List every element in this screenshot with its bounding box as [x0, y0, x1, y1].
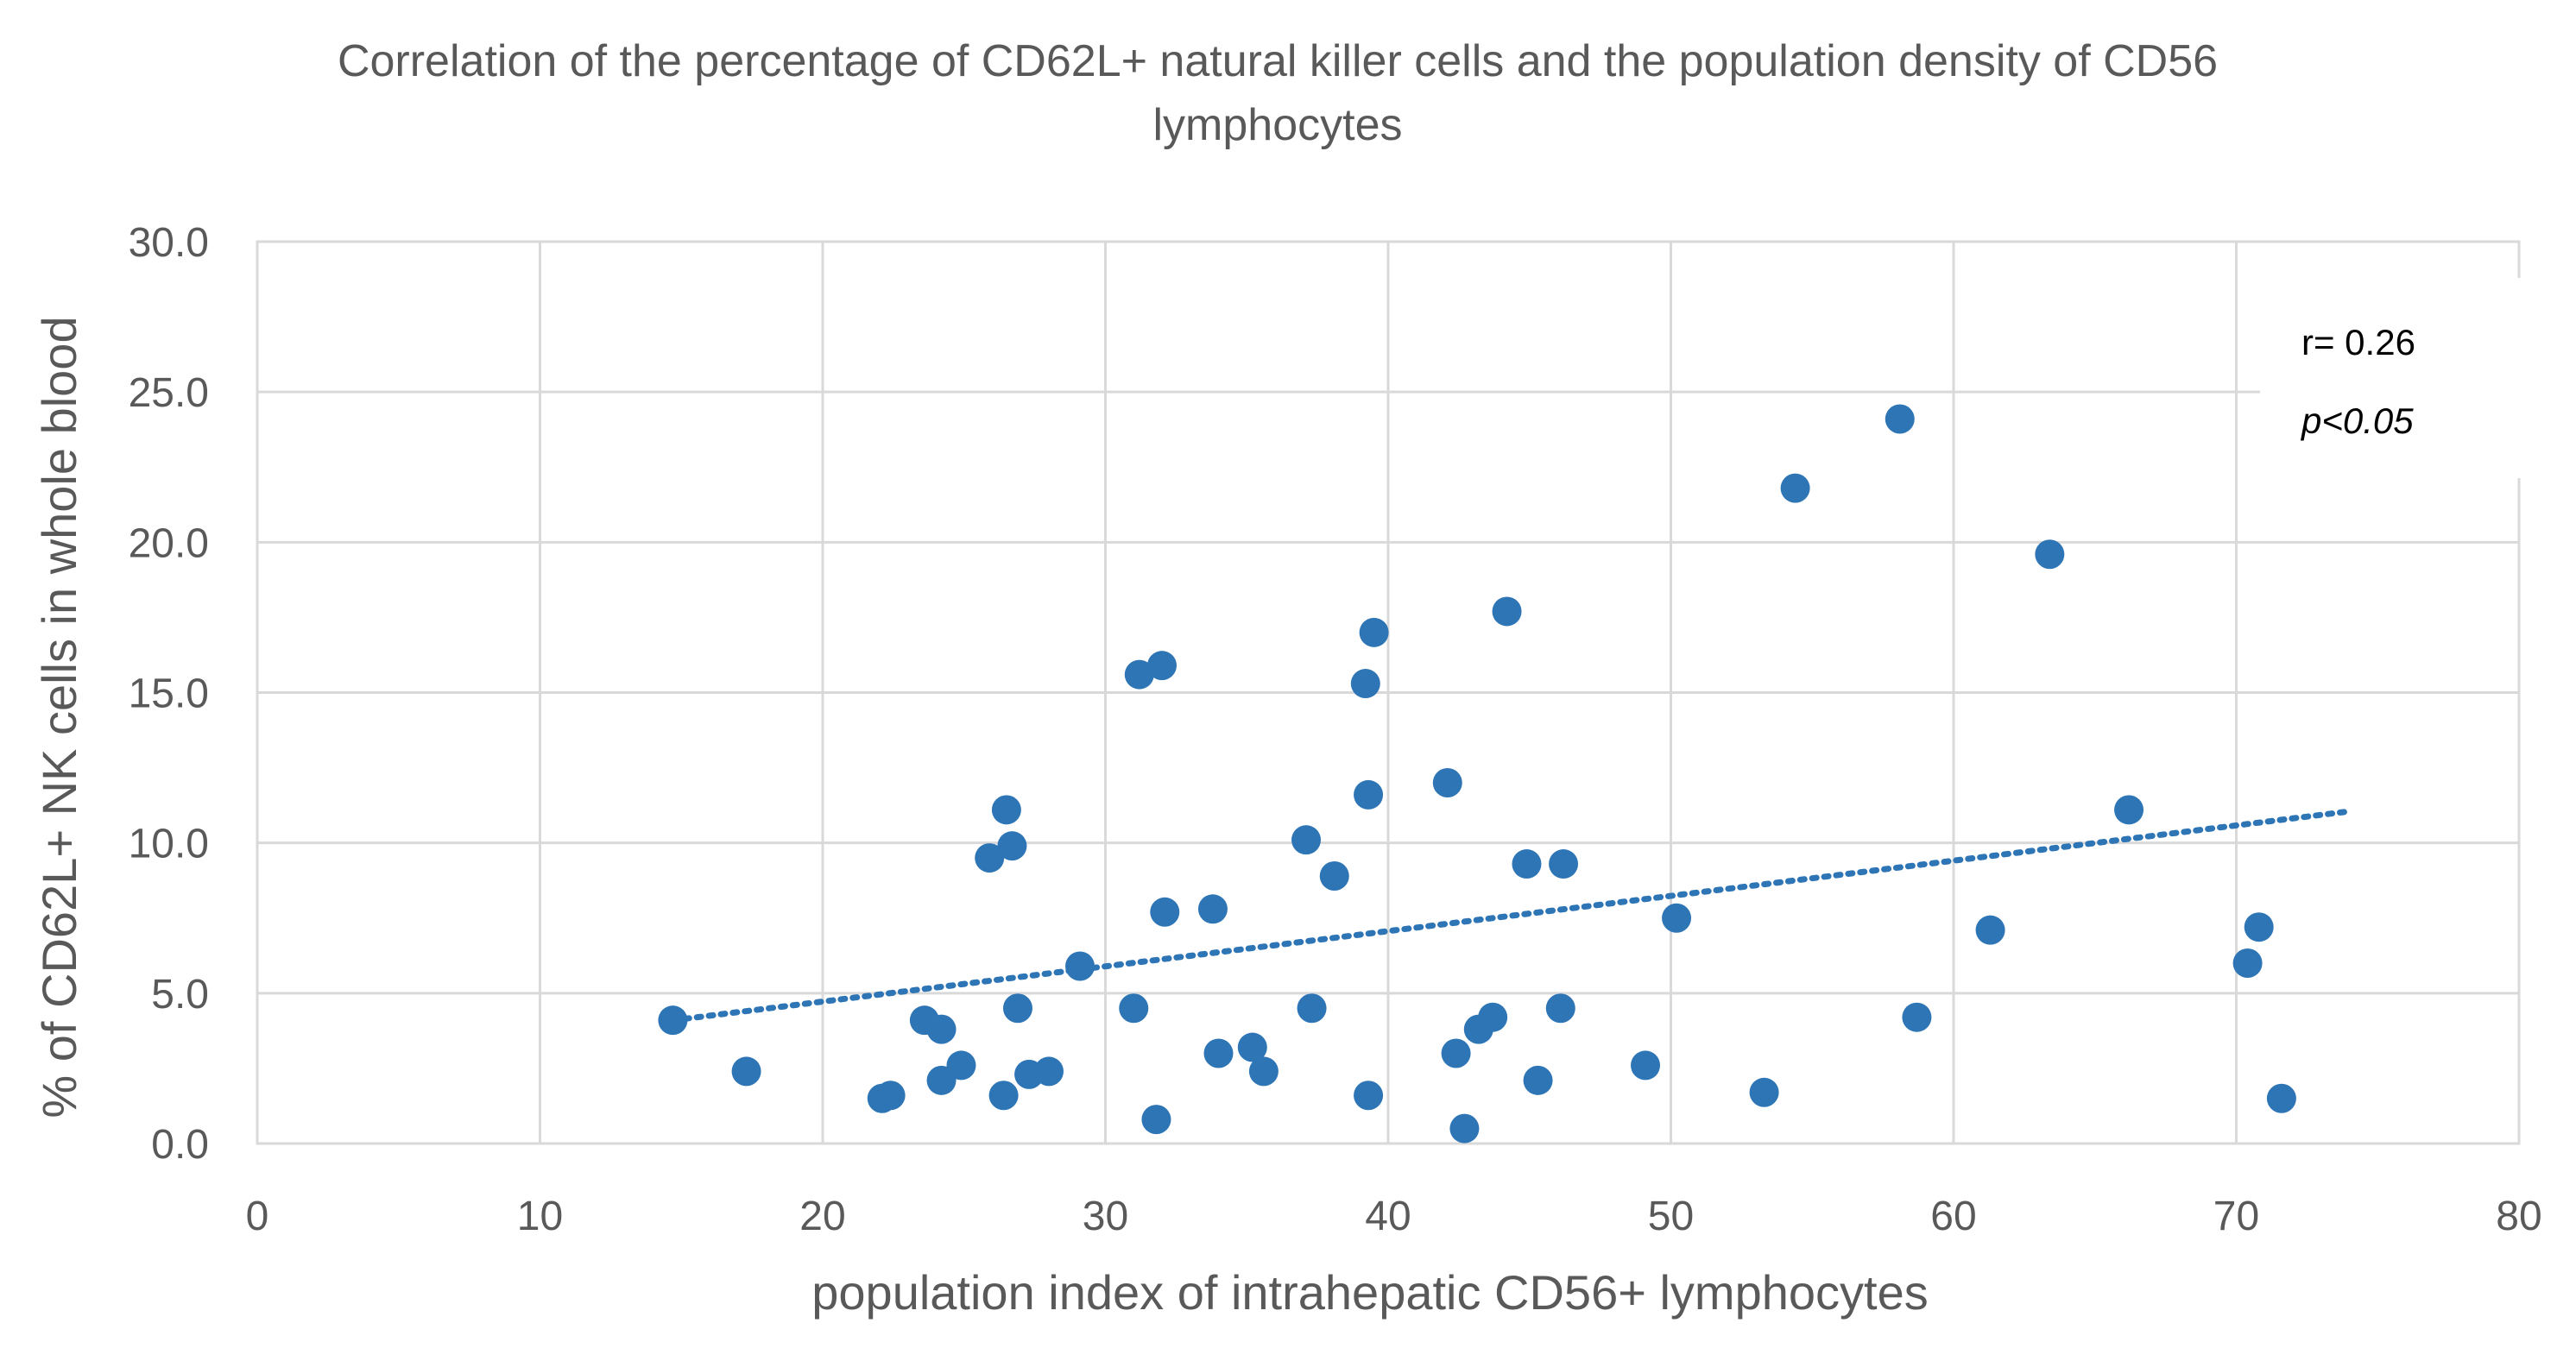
chart-title-line-2: lymphocytes: [1153, 100, 1403, 150]
y-tick-label: 0.0: [151, 1122, 209, 1168]
data-point: [1885, 404, 1915, 434]
data-points: [658, 404, 2296, 1144]
data-point: [1297, 993, 1327, 1024]
gridlines: [256, 240, 2521, 1145]
y-tick-label: 20.0: [129, 520, 209, 566]
x-axis-title: population index of intrahepatic CD56+ l…: [811, 1265, 1928, 1320]
data-point: [1248, 1056, 1279, 1087]
r-value-text: r= 0.26: [2301, 322, 2415, 362]
data-point: [1002, 993, 1032, 1024]
data-point: [1545, 993, 1575, 1024]
p-value-text: p<0.05: [2300, 400, 2414, 441]
x-axis-tick-labels: 0 10 20 30 40 50 60 70 80: [246, 1194, 2542, 1239]
y-tick-label: 5.0: [151, 972, 209, 1018]
data-point: [1478, 1002, 1508, 1032]
chart-title-line-1: Correlation of the percentage of CD62L+ …: [338, 36, 2218, 86]
x-tick-label: 40: [1365, 1194, 1411, 1239]
data-point: [1492, 596, 1522, 627]
data-point: [1662, 903, 1692, 933]
y-axis-tick-labels: 0.0 5.0 10.0 15.0 20.0 25.0 30.0: [129, 220, 209, 1168]
data-point: [1523, 1065, 1553, 1095]
data-point: [2035, 539, 2065, 570]
data-point: [875, 1081, 906, 1111]
data-point: [997, 831, 1027, 861]
data-point: [1441, 1038, 1471, 1068]
data-point: [1237, 1032, 1267, 1062]
data-point: [1319, 860, 1349, 891]
x-tick-label: 0: [246, 1194, 269, 1239]
data-point: [1749, 1077, 1779, 1107]
data-point: [991, 795, 1021, 825]
data-point: [1902, 1002, 1932, 1032]
data-point: [2266, 1083, 2296, 1113]
plot-area-border: [256, 240, 2521, 1145]
data-point: [1065, 951, 1095, 981]
data-point: [1432, 768, 1462, 797]
data-point: [1512, 849, 1542, 879]
data-point: [988, 1081, 1019, 1111]
data-point: [1449, 1113, 1480, 1144]
y-tick-label: 25.0: [129, 370, 209, 416]
data-point: [1291, 825, 1322, 855]
y-tick-label: 10.0: [129, 822, 209, 867]
trendline: [669, 808, 2352, 1024]
x-tick-label: 80: [2496, 1194, 2541, 1239]
chart-title: Correlation of the percentage of CD62L+ …: [338, 36, 2218, 150]
data-point: [1354, 1081, 1384, 1111]
data-point: [1197, 894, 1228, 924]
data-point: [926, 1014, 957, 1044]
y-tick-label: 30.0: [129, 220, 209, 266]
data-point: [1119, 993, 1149, 1024]
x-tick-label: 10: [517, 1194, 563, 1239]
data-point: [1124, 659, 1154, 690]
x-tick-label: 30: [1083, 1194, 1128, 1239]
data-point: [2244, 912, 2274, 942]
y-axis-title: % of CD62L+ NK cells in whole blood: [32, 316, 86, 1118]
data-point: [1549, 849, 1579, 879]
x-tick-label: 20: [799, 1194, 845, 1239]
data-point: [658, 1005, 688, 1036]
stats-annotation: r= 0.26 p<0.05: [2260, 278, 2522, 478]
x-tick-label: 70: [2213, 1194, 2259, 1239]
data-point: [2232, 948, 2263, 978]
data-point: [2114, 795, 2144, 825]
data-point: [1354, 779, 1384, 810]
data-point: [1359, 617, 1389, 647]
data-point: [975, 843, 1005, 873]
annotation-box: [2260, 278, 2522, 478]
data-point: [1350, 669, 1380, 699]
data-point: [1141, 1105, 1171, 1135]
data-point: [731, 1056, 761, 1087]
data-point: [1147, 651, 1177, 681]
data-point: [1203, 1038, 1234, 1068]
data-point: [946, 1050, 976, 1081]
data-point: [1975, 915, 2005, 945]
data-point: [1150, 897, 1180, 927]
x-tick-label: 50: [1648, 1194, 1694, 1239]
data-point: [1631, 1050, 1661, 1081]
x-tick-label: 60: [1930, 1194, 1976, 1239]
data-point: [1780, 473, 1810, 503]
data-point: [1034, 1056, 1064, 1087]
y-tick-label: 15.0: [129, 671, 209, 717]
